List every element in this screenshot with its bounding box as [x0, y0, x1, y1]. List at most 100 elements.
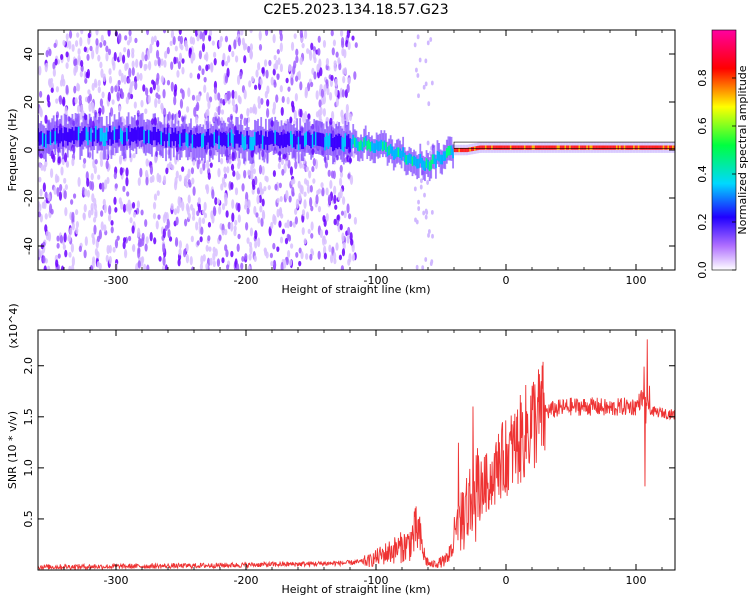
spectrogram-noise-cell — [38, 162, 42, 168]
spectrogram-band-core — [155, 131, 158, 146]
spectrogram-band-core — [87, 131, 89, 146]
spectrogram-noise-cell — [60, 53, 64, 61]
spectrogram-band-core — [293, 133, 295, 148]
spectrogram-band-core — [665, 145, 668, 150]
spectrogram-noise-cell — [156, 172, 160, 183]
spectrogram-noise-cell — [331, 47, 335, 56]
spectrogram-noise-cell — [290, 179, 294, 185]
spectrogram-band-core — [108, 125, 111, 140]
spectrogram-noise-cell — [170, 203, 174, 211]
spectrogram-band-core — [347, 134, 350, 148]
spectrogram-band-core — [481, 145, 484, 150]
spectrogram-noise-cell — [103, 224, 107, 232]
spectrogram-band-core — [399, 148, 401, 159]
spectrogram-noise-cell — [317, 188, 322, 194]
spectrogram-band-core — [303, 133, 306, 147]
spectrogram-noise-cell — [240, 30, 244, 36]
spectrogram-noise-cell — [298, 192, 302, 202]
spectrogram-noise-cell — [116, 92, 120, 99]
spectrogram-band-core — [388, 145, 390, 156]
spectrogram-noise-cell — [323, 218, 327, 227]
spectrogram-noise-cell — [257, 216, 261, 224]
spectrogram-noise-cell — [191, 266, 195, 270]
spectrogram-band-core — [194, 134, 197, 149]
spectrogram-noise-cell — [307, 228, 311, 235]
spectrogram-band-core — [261, 135, 264, 149]
spectrogram-noise-cell — [214, 92, 218, 101]
spectrogram-noise-cell — [351, 253, 356, 262]
spectrogram-band-core — [196, 133, 199, 147]
spectrogram-noise-cell — [230, 181, 234, 190]
spectrogram-noise-cell — [272, 68, 276, 76]
spectrogram-noise-cell — [316, 63, 320, 73]
spectrogram-noise-cell — [65, 84, 69, 95]
spectrogram-noise-cell — [248, 80, 252, 88]
spectrogram-noise-cell — [294, 75, 299, 82]
spectrogram-noise-cell — [303, 191, 307, 197]
spectrogram-noise-cell — [224, 196, 228, 207]
spectrogram-noise-cell — [86, 53, 90, 61]
spectrogram-noise-cell — [160, 58, 164, 66]
spectrogram-band-core — [500, 145, 503, 150]
spectrogram-noise-cell — [306, 184, 311, 194]
spectrogram-band-core — [383, 140, 386, 151]
spectrogram-noise-cell — [141, 51, 145, 62]
spectrogram-band-core — [584, 145, 587, 150]
spectrogram-noise-cell — [213, 207, 217, 217]
spectrogram-noise-cell — [134, 76, 138, 83]
spectrogram-noise-cell — [263, 186, 267, 192]
spectrogram-noise-cell — [354, 42, 358, 49]
spectrogram-band-core — [296, 131, 298, 145]
x-tick-label: 0 — [503, 574, 510, 587]
spectrogram-band-core — [94, 125, 97, 140]
spectrogram-noise-cell — [73, 85, 77, 94]
spectrogram-noise-cell — [98, 182, 103, 190]
spectrogram-band-core — [497, 145, 500, 150]
spectrogram-noise-cell — [110, 85, 114, 94]
spectrogram-band-core — [76, 126, 78, 141]
spectrogram-band-core — [165, 134, 167, 148]
spectrogram-band-core — [213, 132, 216, 146]
spectrogram-noise-cell — [185, 43, 189, 52]
spectrogram-noise-cell — [156, 84, 160, 93]
spectrogram-noise-cell — [208, 34, 212, 42]
spectrogram-noise-cell — [118, 154, 123, 165]
spectrogram-noise-cell — [107, 30, 111, 37]
spectrogram-noise-cell — [247, 169, 251, 176]
spectrogram-noise-cell — [181, 58, 185, 64]
spectrogram-band-core — [57, 133, 60, 147]
spectrogram-band-core — [172, 132, 175, 146]
spectrogram-noise-cell — [273, 63, 277, 70]
spectrogram-band-core — [489, 145, 492, 150]
spectrogram-noise-cell — [300, 185, 304, 195]
spectrogram-noise-cell — [315, 90, 319, 100]
spectrogram-band-core — [140, 126, 142, 141]
spectrogram-band-core — [453, 147, 456, 153]
spectrogram-band-core — [452, 148, 454, 159]
spectrogram-noise-cell — [323, 84, 327, 93]
spectrogram-noise-cell — [125, 96, 129, 105]
spectrogram-noise-cell — [221, 229, 225, 236]
spectrogram-noise-cell — [96, 261, 100, 268]
spectrogram-band-core — [428, 161, 431, 172]
spectrogram-noise-cell — [333, 194, 337, 205]
spectrogram-noise-cell — [272, 213, 276, 224]
spectrogram-noise-cell — [246, 237, 250, 244]
spectrogram-noise-cell — [42, 182, 46, 193]
spectrogram-noise-cell — [322, 94, 326, 105]
spectrogram-noise-cell — [97, 54, 101, 62]
spectrogram-noise-cell — [77, 176, 81, 188]
spectrogram-noise-cell — [241, 255, 245, 262]
spectrogram-noise-cell — [224, 228, 228, 236]
spectrogram-noise-cell — [56, 235, 60, 242]
spectrogram-plot-area — [38, 30, 675, 270]
spectrogram-noise-cell — [318, 99, 322, 108]
spectrogram-noise-cell — [170, 81, 174, 92]
x-tick-label: -100 — [364, 574, 389, 587]
spectrogram-noise-cell — [145, 30, 150, 36]
spectrogram-band-core — [271, 130, 273, 144]
spectrogram-noise-cell — [231, 98, 235, 107]
spectrogram-noise-cell — [222, 98, 226, 106]
spectrogram-noise-cell — [336, 214, 340, 221]
spectrogram-noise-cell — [233, 39, 237, 50]
